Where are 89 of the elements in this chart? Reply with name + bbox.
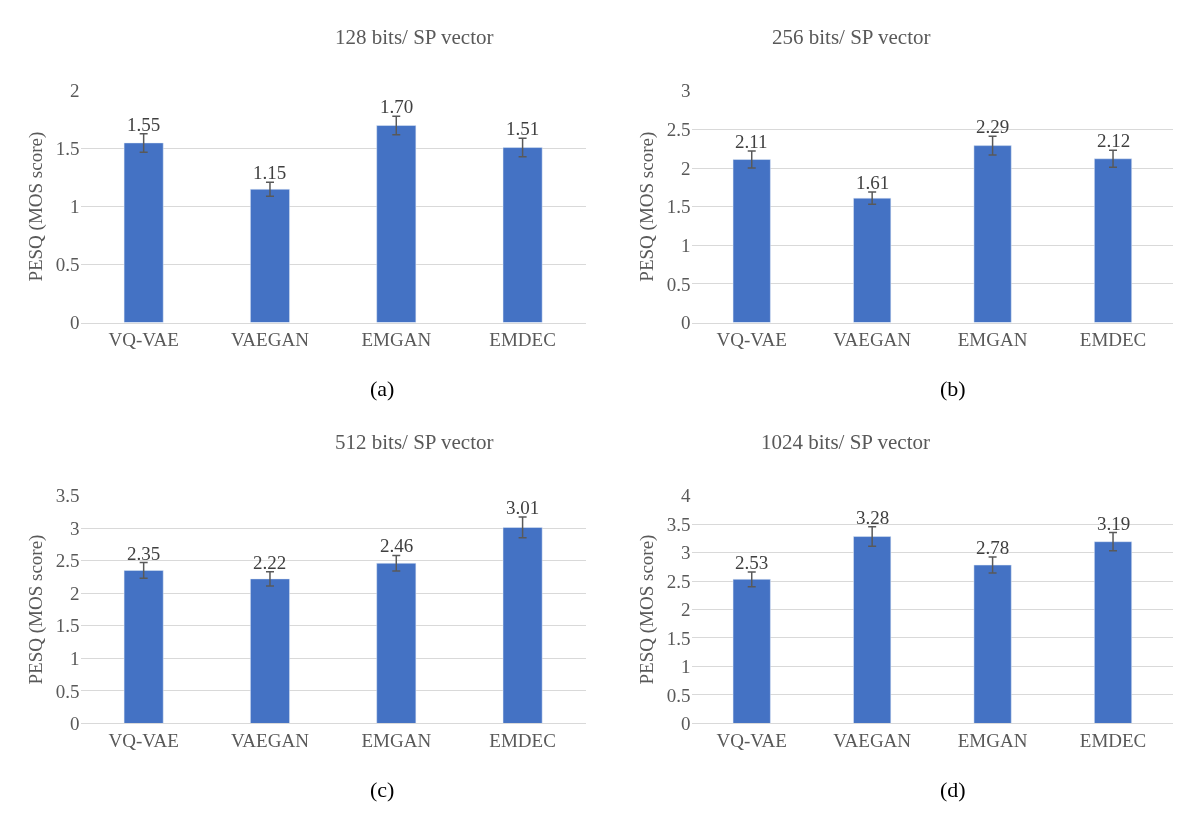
y-tick-label: 1 — [681, 656, 691, 678]
y-tick-label: 2 — [70, 582, 80, 604]
y-tick-label: 0 — [70, 312, 80, 334]
x-tick-label: VQ-VAE — [716, 329, 787, 351]
data-label: 3.19 — [1097, 513, 1131, 534]
y-tick-label: 0.5 — [666, 273, 691, 295]
data-label: 2.29 — [976, 116, 1010, 137]
bar — [502, 527, 543, 724]
y-axis-title: PESQ (MOS score) — [24, 534, 47, 685]
y-tick-label: 2 — [70, 80, 80, 102]
y-tick-label: 0.5 — [55, 680, 80, 702]
y-tick-label: 2 — [681, 599, 691, 621]
data-label: 2.53 — [735, 552, 769, 573]
x-tick-label: EMDEC — [1079, 730, 1147, 752]
data-label: 2.78 — [976, 537, 1010, 558]
chart-title: 256 bits/ SP vector — [772, 25, 931, 49]
y-tick-label: 3.5 — [666, 513, 691, 535]
y-tick-label: 2.5 — [666, 119, 691, 141]
bar — [250, 578, 290, 724]
data-label: 1.61 — [856, 172, 890, 193]
bar — [732, 159, 771, 323]
x-tick-label: EMDEC — [489, 730, 556, 752]
y-tick-label: 0.5 — [666, 684, 691, 706]
bar — [502, 147, 543, 323]
y-tick-label: 1.5 — [666, 627, 691, 649]
y-tick-label: 1.5 — [666, 196, 691, 218]
bar — [376, 125, 417, 323]
y-tick-label: 1 — [70, 647, 80, 669]
text: (b) — [940, 376, 966, 401]
y-tick-label: 1.5 — [55, 615, 80, 637]
text: (c) — [370, 777, 395, 802]
data-label: 2.35 — [127, 543, 161, 564]
y-tick-label: 3 — [681, 80, 691, 102]
chart-title: 128 bits/ SP vector — [335, 25, 494, 49]
x-tick-label: EMDEC — [1079, 329, 1147, 351]
x-tick-label: VQ-VAE — [716, 730, 787, 752]
bar — [853, 197, 892, 323]
data-label: 2.12 — [1097, 130, 1131, 151]
y-tick-label: 3 — [681, 542, 691, 564]
y-axis-title: PESQ (MOS score) — [635, 534, 658, 685]
x-tick-label: VAEGAN — [833, 730, 912, 752]
data-label: 1.55 — [127, 114, 161, 135]
y-tick-label: 2.5 — [55, 550, 80, 572]
y-tick-label: 2.5 — [666, 570, 691, 592]
data-label: 3.28 — [856, 507, 890, 528]
y-tick-label: 0 — [681, 713, 691, 735]
bar — [123, 142, 164, 323]
y-tick-label: 0.5 — [55, 254, 80, 276]
data-label: 2.11 — [735, 131, 768, 152]
x-tick-label: VAEGAN — [231, 329, 310, 351]
data-label: 2.46 — [380, 535, 414, 556]
x-tick-label: EMGAN — [361, 329, 432, 351]
bar — [973, 564, 1012, 724]
data-label: 3.01 — [506, 497, 540, 518]
y-tick-label: 3.5 — [55, 485, 80, 507]
x-tick-label: EMGAN — [361, 730, 432, 752]
y-tick-label: 3 — [70, 517, 80, 539]
x-tick-label: EMDEC — [489, 329, 556, 351]
data-label: 1.70 — [380, 96, 414, 117]
y-tick-label: 4 — [681, 485, 691, 507]
bar — [853, 536, 892, 724]
x-tick-label: VQ-VAE — [108, 329, 179, 351]
data-label: 2.22 — [253, 552, 287, 573]
y-tick-label: 0 — [70, 713, 80, 735]
x-tick-label: VAEGAN — [833, 329, 912, 351]
data-label: 1.51 — [506, 118, 540, 139]
y-tick-label: 2 — [681, 157, 691, 179]
bar — [1094, 541, 1132, 724]
x-tick-label: VQ-VAE — [108, 730, 179, 752]
y-axis-title: PESQ (MOS score) — [635, 131, 658, 282]
y-tick-label: 1 — [681, 234, 691, 256]
data-label: 1.15 — [253, 162, 287, 183]
bar — [732, 579, 771, 724]
chart-title: 512 bits/ SP vector — [335, 430, 494, 454]
y-tick-label: 1.5 — [55, 138, 80, 160]
y-axis-title: PESQ (MOS score) — [24, 131, 47, 282]
chart-title: 1024 bits/ SP vector — [761, 430, 930, 454]
bar — [250, 189, 290, 323]
x-tick-label: EMGAN — [957, 730, 1028, 752]
y-tick-label: 1 — [70, 196, 80, 218]
bar — [1094, 158, 1132, 323]
bar — [973, 145, 1012, 323]
y-tick-label: 0 — [681, 312, 691, 334]
bar — [123, 570, 164, 724]
x-tick-label: EMGAN — [957, 329, 1028, 351]
text: (a) — [370, 376, 395, 401]
bar — [376, 563, 417, 724]
x-tick-label: VAEGAN — [231, 730, 310, 752]
text: (d) — [940, 777, 966, 802]
